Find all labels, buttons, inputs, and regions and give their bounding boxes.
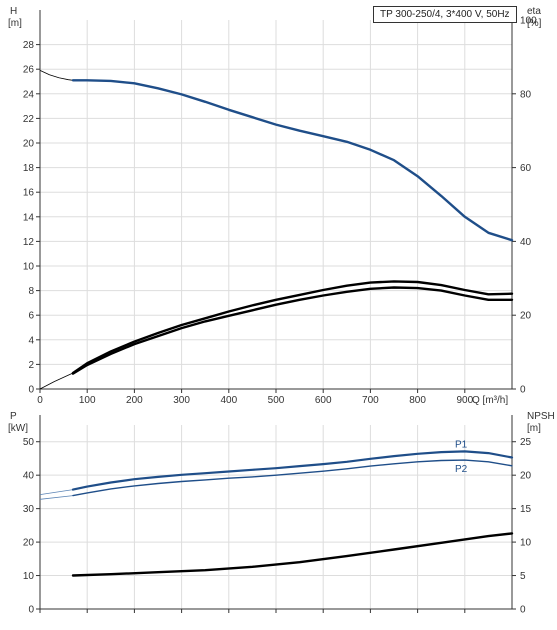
curve-eta-lower	[71, 286, 514, 375]
y-axis-left-name: H	[10, 6, 17, 17]
y-tick-label-right: 100	[520, 16, 537, 27]
x-tick-label: 300	[173, 395, 190, 406]
y-tick-label-left: 8	[28, 286, 34, 297]
x-tick-label: 600	[315, 395, 332, 406]
curve-head	[71, 79, 514, 242]
y-tick-label-left: 50	[23, 437, 35, 448]
y-tick-label-left: 30	[23, 504, 35, 515]
y-tick-label-left: 14	[23, 212, 35, 223]
y-axis-left-name: P	[10, 411, 17, 422]
curve-extrapolation	[39, 70, 74, 81]
power-npsh-panel: 0 10 20 30 40 50 0 5 10 15 20 25 P[kW] NPSH[m] P1 P2	[8, 411, 555, 616]
y-tick-label-left: 20	[23, 139, 35, 150]
y-tick-label-left: 12	[23, 237, 35, 248]
y-axis-right-unit: [m]	[527, 423, 541, 434]
y-tick-label-right: 25	[520, 437, 532, 448]
y-tick-label-left: 22	[23, 114, 35, 125]
y-axis-right-name: NPSH	[527, 411, 555, 422]
y-tick-label-left: 28	[23, 40, 35, 51]
series-label-p1: P1	[455, 439, 468, 450]
series-label-p2: P2	[455, 464, 468, 475]
y-tick-label-right: 40	[520, 237, 532, 248]
curve-extrapolation	[39, 489, 74, 495]
y-tick-label-left: 16	[23, 188, 35, 199]
y-tick-label-left: 40	[23, 471, 35, 482]
y-tick-label-left: 4	[28, 335, 34, 346]
curve-extrapolation	[39, 495, 74, 500]
y-axis-left-unit: [kW]	[8, 423, 28, 434]
x-tick-label: 100	[79, 395, 96, 406]
curve-extrapolation	[39, 372, 74, 390]
curve-eta-upper	[71, 280, 514, 375]
x-tick-label: 0	[37, 395, 43, 406]
y-tick-label-right: 60	[520, 163, 532, 174]
x-tick-label: 700	[362, 395, 379, 406]
x-tick-label: 900	[456, 395, 473, 406]
y-tick-label-left: 2	[28, 360, 34, 371]
y-tick-label-right: 80	[520, 89, 532, 100]
y-axis-right-unit: [%]	[527, 18, 542, 29]
curve-p1	[71, 450, 514, 491]
y-axis-right-name: eta	[527, 6, 541, 17]
x-tick-label: 200	[126, 395, 143, 406]
x-tick-label: 500	[268, 395, 285, 406]
y-tick-label-left: 24	[23, 89, 35, 100]
curve-npsh	[71, 532, 514, 577]
y-tick-label-right: 10	[520, 538, 532, 549]
y-tick-label-right: 0	[520, 605, 526, 616]
x-tick-label: 800	[409, 395, 426, 406]
y-tick-label-left: 26	[23, 65, 35, 76]
y-tick-label-left: 6	[28, 311, 34, 322]
chart-title: TP 300-250/4, 3*400 V, 50Hz	[373, 6, 517, 23]
x-tick-label: 400	[220, 395, 237, 406]
x-axis-label: Q [m³/h]	[472, 395, 508, 406]
y-tick-label-left: 0	[28, 605, 34, 616]
y-tick-label-left: 0	[28, 385, 34, 396]
y-tick-label-left: 20	[23, 538, 35, 549]
y-tick-label-left: 18	[23, 163, 35, 174]
y-tick-label-right: 20	[520, 311, 532, 322]
y-tick-label-left: 10	[23, 571, 35, 582]
y-tick-label-right: 15	[520, 504, 532, 515]
y-axis-left-unit: [m]	[8, 18, 22, 29]
y-tick-label-left: 10	[23, 262, 35, 273]
curve-p2	[72, 459, 513, 497]
y-tick-label-right: 0	[520, 385, 526, 396]
y-tick-label-right: 20	[520, 471, 532, 482]
y-tick-label-right: 5	[520, 571, 526, 582]
